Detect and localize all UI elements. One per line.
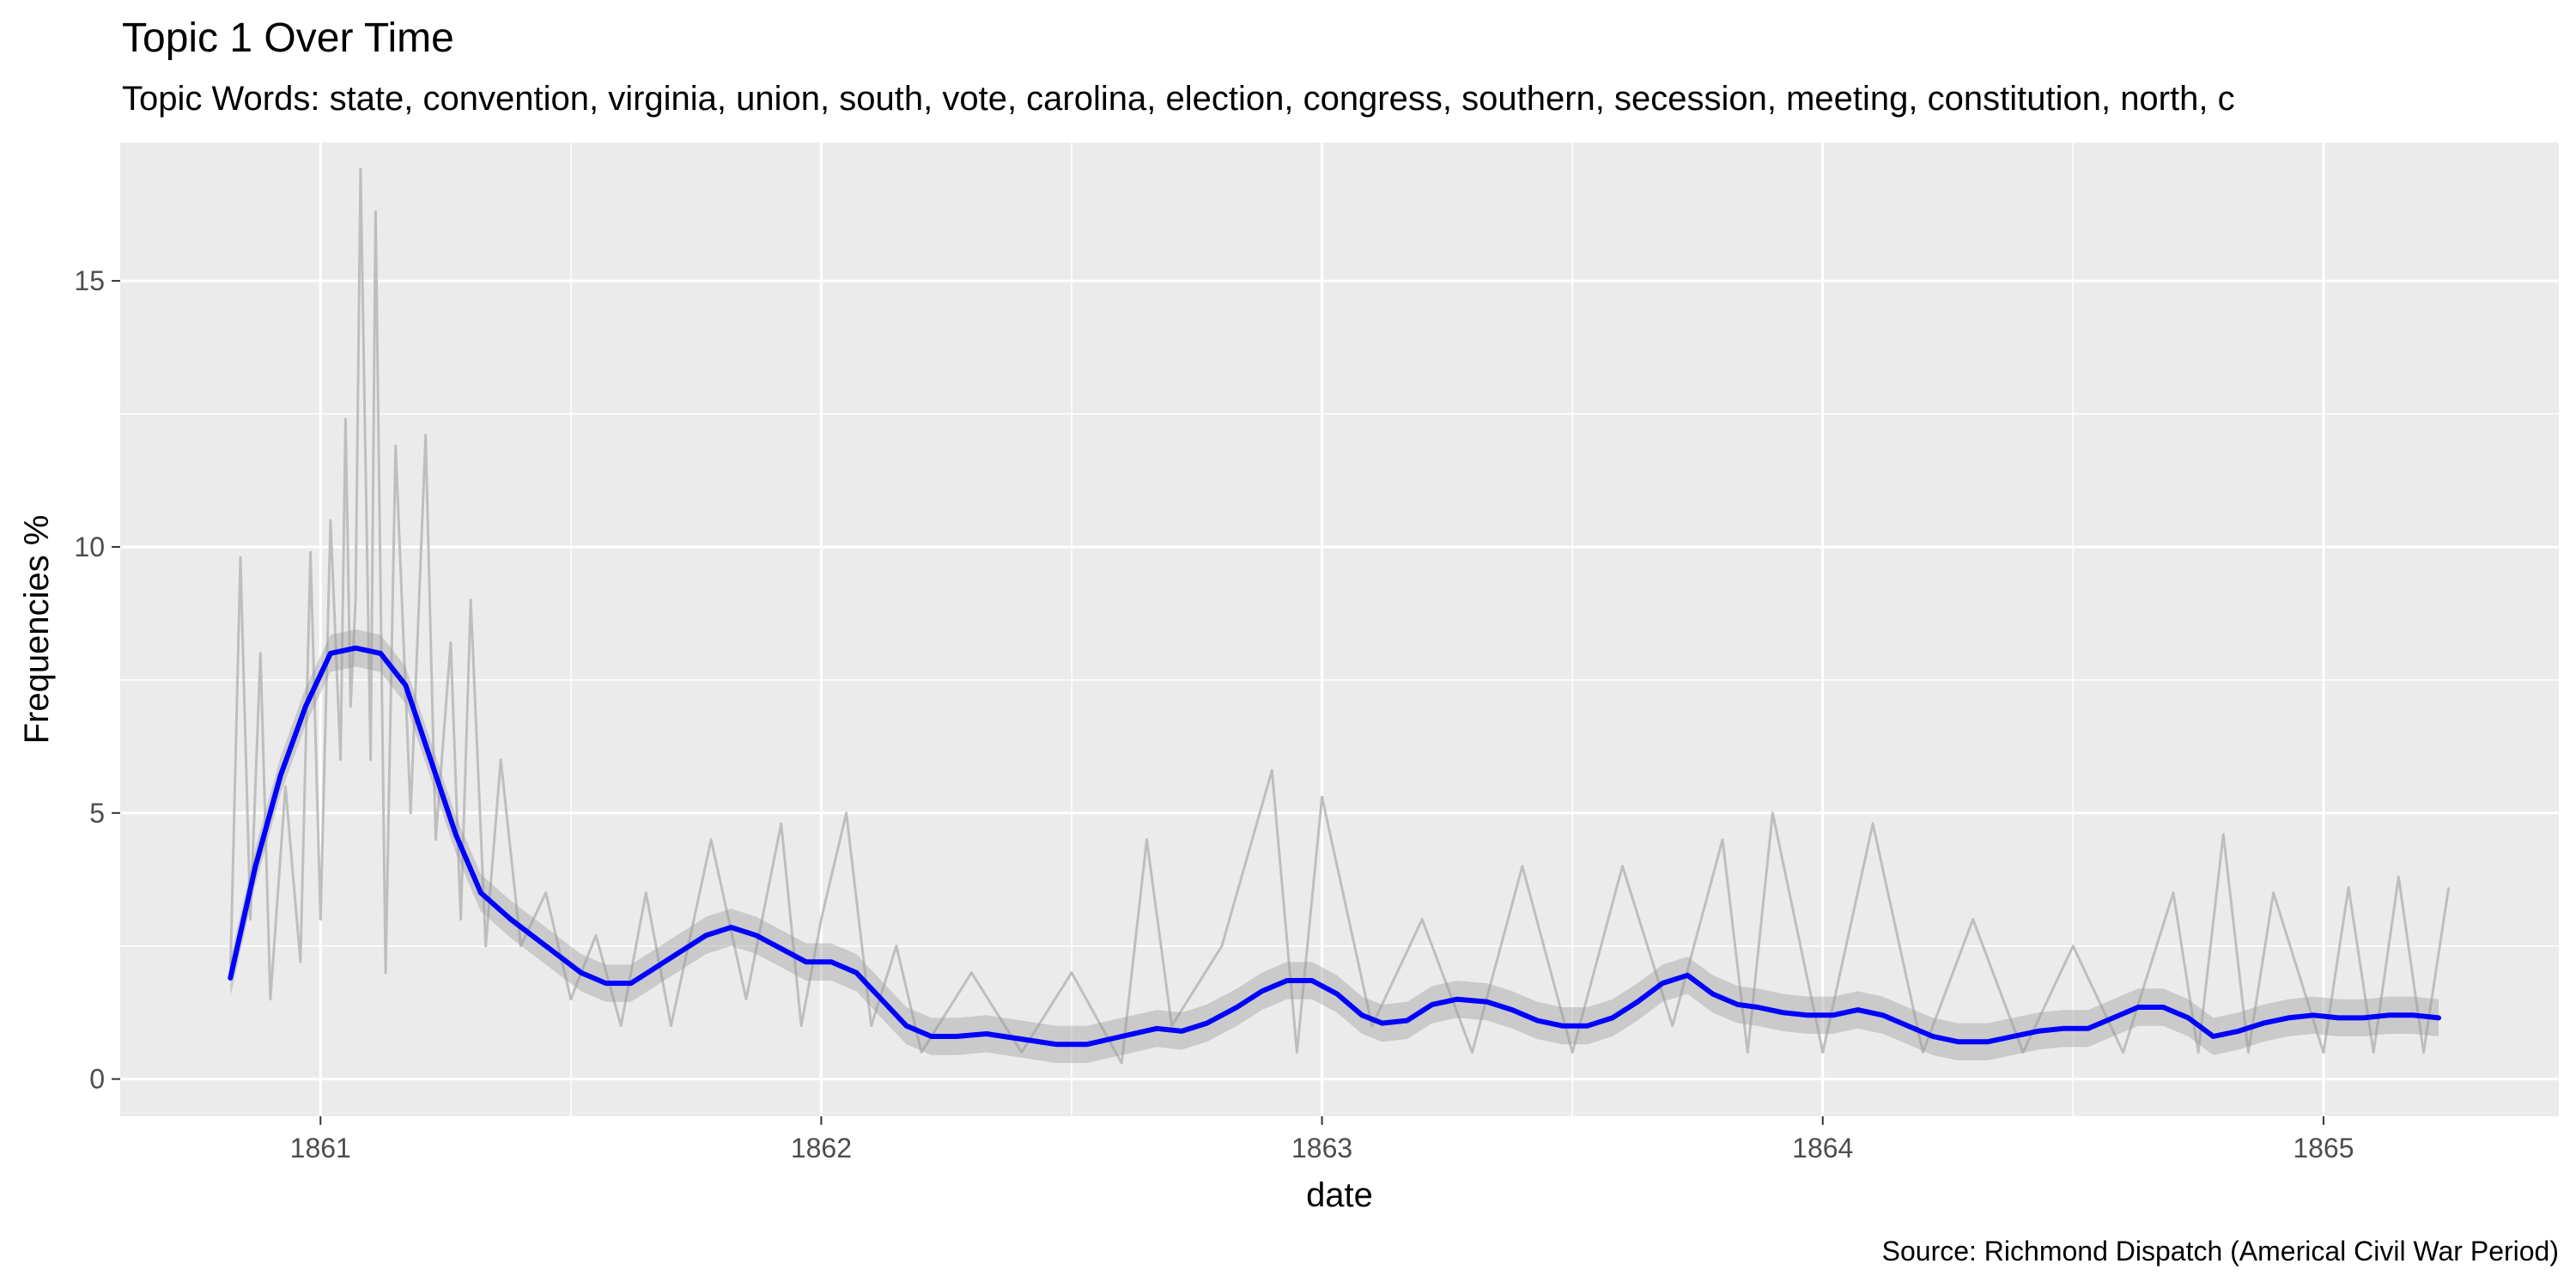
x-tick-label: 1863 [1291,1133,1352,1163]
x-tick-label: 1861 [290,1133,351,1163]
plot-panel [120,143,2559,1116]
chart-subtitle: Topic Words: state, convention, virginia… [122,80,2235,118]
smooth-series-line [228,645,2441,1048]
y-tick-label: 0 [89,1064,105,1095]
confidence-band [230,629,2439,1063]
chart-title: Topic 1 Over Time [122,15,454,61]
raw-series-line [228,167,2451,1065]
chart-caption: Source: Richmond Dispatch (Americal Civi… [1882,1236,2559,1267]
raw-series-layer [228,167,2451,1065]
y-axis-label: Frequencies % [18,515,56,744]
tick-layer: 1861 1862 1863 1864 1865 0 5 10 15 [74,265,2354,1163]
x-tick-label: 1865 [2293,1133,2354,1163]
confidence-band-layer [230,629,2439,1063]
grid-layer [120,143,2559,1116]
y-tick-label: 5 [89,798,105,829]
x-axis-label: date [1306,1176,1373,1214]
x-tick-label: 1864 [1792,1133,1853,1163]
x-tick-label: 1862 [791,1133,852,1163]
smooth-series-layer [228,645,2441,1048]
y-tick-label: 15 [74,265,105,296]
y-tick-label: 10 [74,532,105,562]
